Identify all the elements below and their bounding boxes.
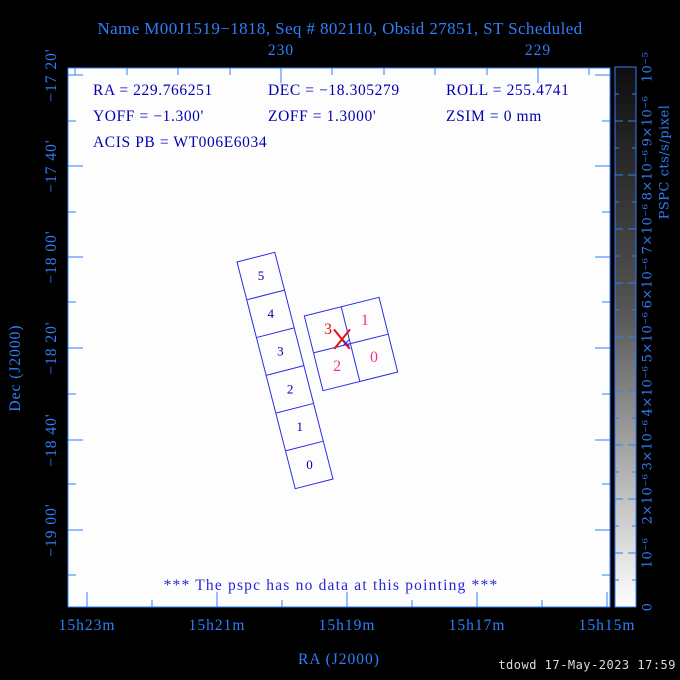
info-roll: ROLL = 255.4741	[446, 82, 570, 99]
chip-number: 3	[323, 320, 332, 338]
chip-number: 2	[286, 381, 294, 397]
colorbar-title: PSPC cts/s/pixel	[657, 104, 673, 220]
colorbar-tick-label: 2×10⁻⁶	[640, 473, 656, 525]
credit-line: tdowd 17-May-2023 17:59	[498, 658, 676, 672]
colorbar-tick-label: 10⁻⁵	[640, 51, 656, 83]
chip-number: 1	[296, 419, 303, 435]
dec-axis-label: −19 00'	[43, 503, 60, 557]
chip-number: 3	[276, 343, 284, 359]
top-axis-label: 229	[524, 42, 552, 59]
ra-axis-label: 15h23m	[58, 617, 116, 634]
ra-axis-label: 15h15m	[578, 617, 636, 634]
dec-axis-label: −17 20'	[43, 48, 60, 102]
acis-s-chip: 0	[285, 440, 333, 489]
colorbar-tick-label: 10⁻⁶	[640, 537, 656, 569]
colorbar-tick-label: 3×10⁻⁶	[640, 419, 656, 471]
colorbar-tick-label: 0	[640, 602, 656, 612]
acis-i-chip: 0	[351, 335, 397, 381]
colorbar-tick-label: 9×10⁻⁶	[640, 95, 656, 147]
colorbar-tick-label: 6×10⁻⁶	[640, 257, 656, 309]
page-title: Name M00J1519−1818, Seq # 802110, Obsid …	[97, 19, 583, 38]
dec-axis-label: −18 40'	[43, 413, 60, 467]
chip-number: 2	[332, 358, 341, 376]
chip-number: 0	[305, 456, 313, 472]
colorbar-tick-label: 8×10⁻⁶	[640, 149, 656, 201]
ra-axis-title: RA (J2000)	[298, 651, 380, 668]
dec-axis-label: −18 00'	[43, 230, 60, 284]
chip-number: 4	[267, 305, 274, 321]
colorbar-gradient	[615, 67, 636, 607]
ra-axis-label: 15h21m	[188, 617, 246, 634]
colorbar-tick-label: 7×10⁻⁶	[640, 203, 656, 255]
top-axis-label: 230	[267, 42, 295, 59]
info-zoff: ZOFF = 1.3000'	[268, 108, 377, 125]
chip-number: 1	[360, 311, 369, 329]
info-dec: DEC = −18.305279	[268, 82, 400, 99]
chip-number: 5	[257, 268, 265, 284]
pspc-no-data-note: *** The pspc has no data at this pointin…	[163, 577, 499, 594]
ra-axis-label: 15h17m	[448, 617, 506, 634]
info-acis-pb: ACIS PB = WT006E6034	[93, 134, 268, 151]
dec-axis-label: −17 40'	[43, 139, 60, 193]
ra-axis-label: 15h19m	[318, 617, 376, 634]
colorbar-tick-label: 4×10⁻⁶	[640, 365, 656, 417]
info-zsim: ZSIM = 0 mm	[446, 108, 542, 125]
dec-axis-label: −18 20'	[43, 321, 60, 375]
info-ra: RA = 229.766251	[93, 82, 213, 99]
dec-axis-title: Dec (J2000)	[7, 324, 24, 412]
chip-number: 0	[370, 348, 379, 366]
info-yoff: YOFF = −1.300'	[93, 108, 204, 125]
colorbar-tick-label: 5×10⁻⁶	[640, 311, 656, 363]
